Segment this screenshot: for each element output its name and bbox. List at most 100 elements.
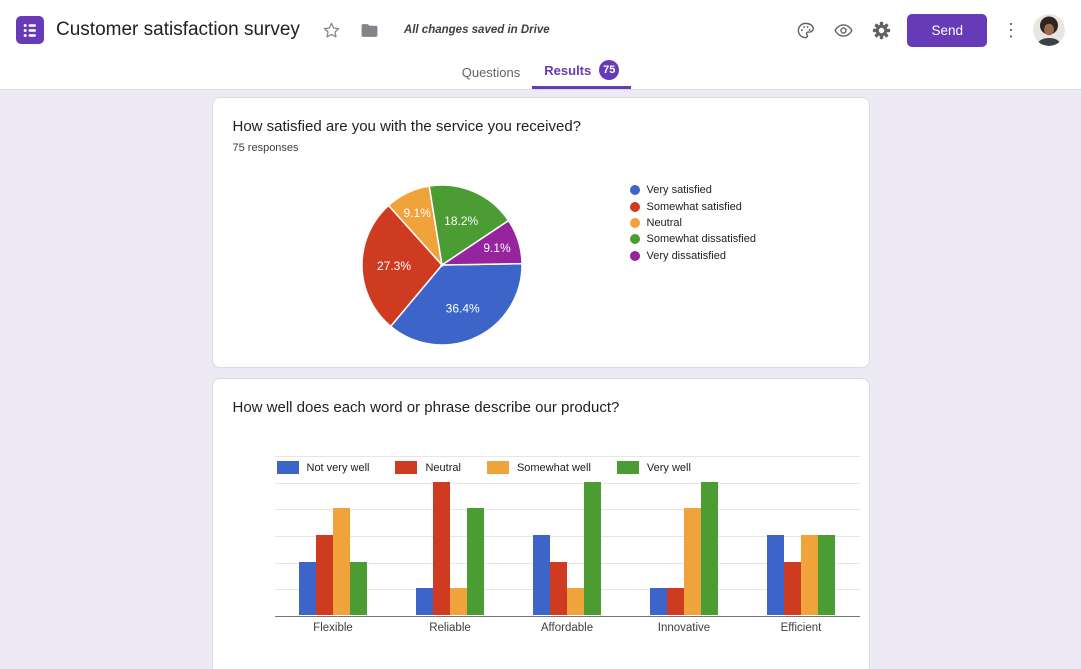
gridline (274, 482, 860, 484)
settings-gear-icon[interactable] (863, 12, 899, 48)
pie-slice-label: 36.4% (445, 301, 479, 315)
bar-flexible-not-very-well (299, 561, 316, 615)
legend-swatch (629, 217, 640, 228)
legend-swatch (629, 250, 640, 261)
bar-reliable-neutral (433, 481, 450, 615)
pie-chart-area: 36.4% 27.3% 9.1% 18.2% 9.1% Very satisfied So… (233, 180, 849, 350)
question-title: How satisfied are you with the service y… (232, 118, 582, 135)
tab-results[interactable]: Results 75 (532, 60, 632, 89)
tab-results-label: Results (544, 62, 592, 78)
gridline (274, 536, 860, 537)
bar-innovative-somewhat-well (684, 508, 701, 615)
legend-swatch (395, 461, 418, 474)
star-icon[interactable] (314, 12, 350, 48)
bar-group-reliable (392, 456, 509, 615)
bar-legend-item: Very well (616, 461, 691, 474)
bar-legend-item: Not very well (276, 461, 370, 474)
bar-chart-area: Not very well Neutral Somewhat well Very we… (274, 456, 860, 634)
bar-affordable-somewhat-well (567, 588, 584, 615)
legend-label: Somewhat well (516, 461, 591, 474)
account-avatar[interactable] (1033, 14, 1065, 46)
bar-affordable-neutral (550, 561, 567, 615)
pie-slice-label: 9.1% (403, 206, 431, 220)
legend-swatch (629, 234, 640, 245)
bar-legend: Not very well Neutral Somewhat well Very we… (276, 459, 697, 476)
bar-innovative-neutral (667, 588, 684, 615)
document-title[interactable]: Customer satisfaction survey (56, 19, 300, 40)
bar-flexible-somewhat-well (333, 508, 350, 615)
legend-label: Very satisfied (646, 184, 712, 197)
category-label-affordable: Affordable (540, 622, 594, 634)
pie-legend-item: Very satisfied (629, 182, 756, 198)
gridline (274, 456, 860, 457)
bar-reliable-somewhat-well (450, 588, 467, 615)
bar-affordable-very-well (584, 481, 601, 615)
pie-slice-0 (389, 262, 523, 346)
gridline (274, 562, 860, 564)
google-forms-logo-icon[interactable] (16, 16, 44, 44)
more-options-kebab-icon[interactable]: ⋮ (1002, 19, 1020, 40)
category-label-reliable: Reliable (429, 622, 471, 634)
legend-label: Neutral (425, 461, 461, 474)
bar-group-flexible (275, 456, 392, 615)
pie-chart: 36.4% 27.3% 9.1% 18.2% 9.1% (360, 184, 523, 346)
bar-innovative-not-very-well (650, 588, 667, 615)
pie-legend-item: Neutral (629, 215, 756, 231)
tab-questions[interactable]: Questions (461, 65, 521, 80)
bar-chart-plot: Not very well Neutral Somewhat well Very we… (274, 456, 860, 617)
bar-reliable-very-well (467, 508, 484, 615)
bar-efficient-neutral (784, 561, 801, 615)
bar-flexible-neutral (316, 535, 333, 615)
legend-swatch (616, 461, 639, 474)
legend-label: Somewhat satisfied (646, 200, 742, 213)
bar-group-efficient (743, 456, 860, 615)
gridline (274, 509, 860, 511)
send-button[interactable]: Send (907, 13, 987, 47)
x-axis-baseline (274, 616, 860, 617)
legend-label: Neutral (646, 216, 682, 229)
legend-swatch (629, 185, 640, 196)
folder-icon[interactable] (352, 12, 388, 48)
bar-group-affordable (509, 456, 626, 615)
save-status: All changes saved in Drive (403, 24, 550, 36)
tab-bar: Questions Results 75 (0, 60, 1081, 90)
bar-legend-item: Neutral (395, 461, 461, 474)
responses-count: 75 responses (232, 142, 299, 154)
bar-innovative-very-well (701, 481, 718, 615)
pie-slice-label: 27.3% (376, 259, 410, 273)
legend-swatch (486, 461, 509, 474)
legend-swatch (276, 461, 299, 474)
pie-slice-1 (360, 204, 443, 328)
legend-label: Very well (646, 461, 691, 474)
bar-category-axis: Flexible Reliable Affordable Innovative Effi… (275, 622, 860, 634)
bar-legend-item: Somewhat well (486, 461, 591, 474)
pie-legend-item: Somewhat dissatisfied (629, 231, 756, 247)
bar-group-innovative (626, 456, 743, 615)
preview-eye-icon[interactable] (825, 12, 861, 48)
pie-slice-label: 9.1% (483, 241, 511, 255)
legend-label: Not very well (306, 461, 370, 474)
app-header: Customer satisfaction survey All changes… (0, 0, 1081, 60)
bar-flexible-very-well (350, 561, 367, 615)
bar-affordable-not-very-well (533, 535, 550, 615)
question-title: How well does each word or phrase descri… (232, 399, 620, 416)
pie-slice-3 (427, 184, 510, 267)
question-card-satisfaction: How satisfied are you with the service y… (211, 97, 870, 368)
results-count-badge: 75 (599, 60, 620, 80)
bar-efficient-somewhat-well (801, 535, 818, 615)
bar-efficient-not-very-well (767, 535, 784, 615)
category-label-innovative: Innovative (657, 622, 711, 634)
category-label-flexible: Flexible (313, 622, 353, 634)
question-card-describe-product: How well does each word or phrase descri… (211, 378, 870, 669)
theme-palette-icon[interactable] (787, 12, 823, 48)
pie-legend-item: Somewhat satisfied (629, 198, 756, 214)
category-label-efficient: Efficient (780, 622, 822, 634)
bar-groups (275, 456, 860, 615)
pie-slice-label: 18.2% (444, 214, 478, 228)
legend-swatch (629, 201, 640, 212)
legend-label: Very dissatisfied (646, 249, 726, 262)
bar-reliable-not-very-well (416, 588, 433, 615)
pie-slice-4 (438, 219, 523, 266)
pie-legend-item: Very dissatisfied (629, 248, 756, 264)
legend-label: Somewhat dissatisfied (646, 233, 756, 246)
